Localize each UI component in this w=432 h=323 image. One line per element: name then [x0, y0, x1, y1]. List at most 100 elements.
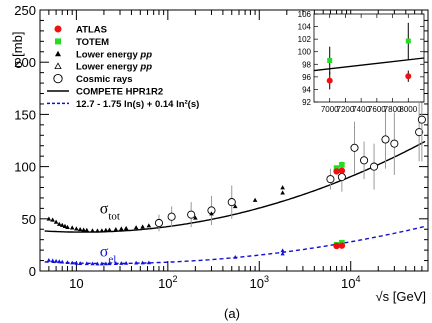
lowpp-elastic-point	[74, 260, 79, 265]
cosmic-ray-point	[227, 198, 236, 207]
inset-y-tick-label: 94	[302, 85, 311, 94]
lowpp-total-point	[123, 225, 129, 231]
lowpp-total-point	[56, 221, 62, 226]
lowpp-total-point	[62, 223, 68, 228]
y-tick-label: 250	[14, 3, 36, 18]
lowpp-elastic-point	[99, 261, 104, 266]
lowpp-total-point	[140, 224, 145, 229]
lowpp-elastic-point	[134, 260, 139, 265]
inset-compete-line	[313, 57, 425, 72]
y-axis-label: σ [mb]	[10, 32, 25, 69]
sigma-el-label: σel	[100, 243, 117, 265]
atlas-total-point	[338, 167, 346, 174]
legend-label: Lower energy pp	[76, 62, 152, 73]
inset-atlas-point	[326, 77, 333, 84]
inset-x-tick-label: 7000	[321, 105, 339, 114]
lowpp-elastic-point	[50, 258, 55, 263]
legend-label-italic: pp	[139, 62, 152, 73]
x-tick-exponent: 2	[173, 274, 178, 284]
lowpp-elastic-point	[84, 261, 89, 266]
legend-label: COMPETE HPR1R2	[76, 87, 163, 98]
x-tick-label: 104	[341, 274, 360, 291]
inset-x-tick-label: 7400	[352, 105, 370, 114]
lowpp-elastic-point	[146, 260, 151, 265]
legend-label: 12.7 - 1.75 ln(s) + 0.14 ln²(s)	[76, 99, 199, 110]
lowpp-total-point	[252, 197, 258, 202]
lowpp-total-point	[74, 226, 79, 231]
atlas-elastic-point	[338, 242, 346, 249]
legend-label: TOTEM	[76, 37, 109, 48]
y-tick-label: 50	[22, 212, 36, 227]
sigma-tot-label: σtot	[100, 201, 120, 223]
sigma-subscript: el	[108, 253, 116, 265]
lowpp-total-point	[119, 226, 124, 231]
atlas-total-point	[333, 168, 340, 175]
cosmic-ray-point	[167, 212, 176, 221]
cosmic-ray-point	[381, 135, 390, 144]
lowpp-total-point	[95, 228, 100, 233]
inset-x-tick-label: 7600	[368, 105, 386, 114]
lowpp-total-point	[81, 227, 86, 232]
lowpp-total-point	[77, 226, 83, 232]
lowpp-total-point	[280, 185, 285, 190]
inset-y-tick-label: 96	[302, 73, 311, 82]
legend-label-italic: pp	[139, 49, 152, 60]
inset-y-tick-label: 98	[302, 60, 311, 69]
legend-label: ATLAS	[76, 25, 107, 36]
cosmic-ray-point	[187, 210, 196, 219]
lowpp-total-point	[146, 223, 152, 228]
lowpp-total-point	[50, 217, 55, 222]
inset-x-tick-label: 7200	[337, 105, 355, 114]
lowpp-total-point	[209, 211, 214, 216]
x-tick-exponent: 4	[355, 274, 360, 284]
cosmic-ray-point	[417, 115, 426, 124]
lowpp-elastic-point	[124, 260, 129, 265]
cosmic-ray-point	[326, 175, 335, 184]
legend-triangle-open-marker	[54, 62, 62, 69]
totem-total-point	[333, 165, 340, 171]
x-tick-label: 10	[69, 276, 83, 291]
lowpp-elastic-point	[95, 261, 100, 266]
lowpp-elastic-point	[57, 259, 62, 264]
lowpp-elastic-point	[60, 259, 65, 264]
lowpp-total-point	[103, 227, 109, 232]
lowpp-total-point	[65, 224, 70, 229]
cosmic-ray-point	[337, 172, 346, 182]
lowpp-total-point	[59, 222, 65, 227]
totem-total-point	[339, 162, 345, 168]
lowpp-total-point	[84, 227, 90, 232]
lowpp-total-point	[69, 225, 75, 230]
legend-triangle-filled-marker	[55, 50, 61, 57]
plot-frame	[39, 9, 429, 272]
lowpp-total-point	[113, 226, 119, 232]
lowpp-elastic-point	[280, 248, 285, 253]
y-tick-label: 0	[29, 264, 36, 279]
inset-atlas-point	[405, 73, 412, 80]
lowpp-total-point	[107, 227, 112, 232]
inset-totem-point	[327, 58, 333, 64]
inset-plot: 92 94 96 98 100 102 104 106 70007200740076007800…	[298, 10, 425, 114]
lowpp-elastic-point	[78, 261, 83, 265]
inset-y-tick-label: 104	[298, 23, 312, 32]
figure-caption: (a)	[224, 306, 240, 321]
x-tick-exponent: 3	[264, 274, 269, 284]
y-tick-label: 200	[14, 55, 36, 70]
lowpp-elastic-point	[70, 260, 75, 265]
lowpp-elastic-point	[113, 261, 118, 265]
atlas-elastic-point	[333, 242, 340, 250]
lowpp-total-point	[232, 203, 238, 209]
y-tick-label: 150	[14, 107, 36, 122]
lowpp-total-point	[193, 215, 198, 220]
x-tick-label: 103	[250, 274, 269, 291]
legend-totem-marker	[55, 38, 61, 45]
inset-y-tick-label: 92	[302, 98, 311, 107]
inset-totem-point	[405, 38, 411, 44]
lowpp-elastic-point	[119, 261, 124, 265]
cosmic-ray-point	[350, 143, 359, 152]
cosmic-ray-point	[360, 156, 369, 165]
cosmic-ray-point	[390, 139, 399, 148]
lowpp-elastic-point	[65, 260, 70, 265]
inset-frame	[313, 13, 425, 103]
sigma-subscript: tot	[108, 211, 120, 223]
